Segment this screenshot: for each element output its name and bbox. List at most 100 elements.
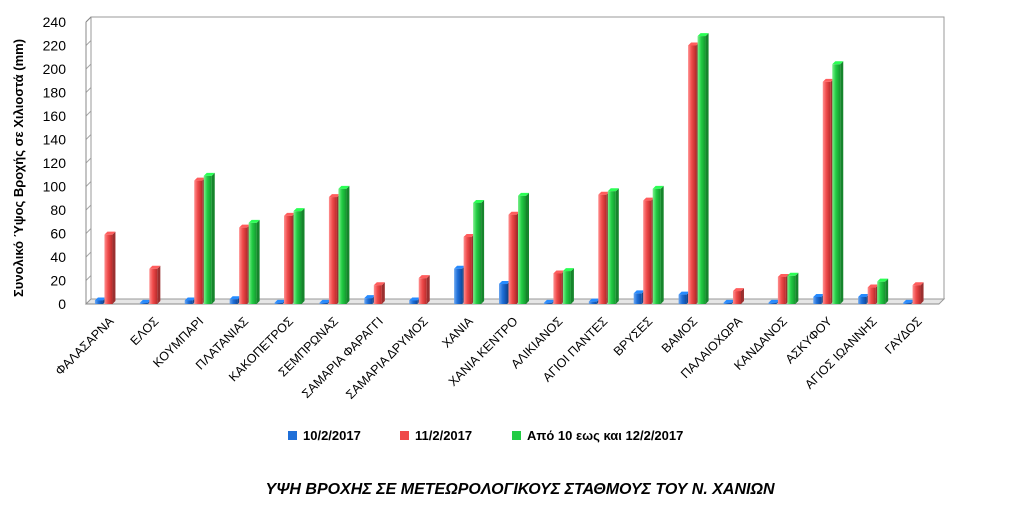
legend-label: 10/2/2017 — [303, 428, 361, 443]
bar-top — [409, 297, 421, 301]
legend-item: 10/2/2017 — [288, 428, 361, 443]
bar — [678, 291, 690, 304]
legend-label: Από 10 εως και 12/2/2017 — [527, 428, 683, 443]
bar-front — [139, 302, 148, 304]
bar-side — [615, 188, 619, 304]
bar-front — [94, 300, 103, 304]
bar-top — [293, 208, 305, 212]
bar-front — [319, 302, 328, 304]
bar-front — [867, 287, 876, 304]
bar-front — [697, 36, 706, 304]
bar — [553, 270, 565, 304]
bar-side — [211, 172, 215, 304]
bar-front — [832, 64, 841, 304]
bar-front — [588, 301, 597, 304]
y-axis-depth — [85, 16, 92, 23]
bar-top — [867, 284, 879, 288]
bar-front — [858, 296, 867, 304]
y-tick-label: 140 — [43, 132, 67, 148]
bar — [518, 192, 529, 304]
bar-side — [346, 185, 350, 304]
bar-top — [543, 299, 555, 303]
bar — [732, 288, 744, 304]
bar-top — [787, 272, 799, 276]
bar — [149, 265, 161, 304]
bar-side — [426, 275, 430, 304]
bar-top — [858, 293, 870, 297]
bar — [373, 282, 385, 304]
x-tick-label: ΣΑΜΑΡΙΑ ΔΡΥΜΟΣ — [343, 314, 431, 402]
bar-top — [643, 197, 655, 201]
bar — [454, 265, 466, 304]
bar — [822, 78, 834, 304]
x-tick-labels: ΦΑΛΑΣΑΡΝΑ ΕΛΟΣΚΟΥΜΠΑΡΙΠΛΑΤΑΝΙΑΣΚΑΚΟΠΕΤΡΟΣ… — [53, 314, 925, 402]
bar-top — [139, 299, 151, 303]
bar-top — [194, 177, 206, 181]
bar — [633, 290, 645, 304]
bar-side — [112, 231, 116, 304]
bar — [293, 208, 305, 304]
legend-item: Από 10 εως και 12/2/2017 — [512, 428, 683, 443]
bar-front — [364, 298, 373, 304]
legend-item: 11/2/2017 — [400, 428, 472, 443]
bar-front — [184, 300, 193, 304]
bar — [239, 224, 251, 304]
bar — [508, 211, 520, 304]
bar-side — [381, 282, 385, 304]
bar-side — [157, 265, 161, 304]
bar — [499, 281, 510, 304]
chart-title: ΥΨΗ ΒΡΟΧΗΣ ΣΕ ΜΕΤΕΩΡΟΛΟΓΙΚΟΥΣ ΣΤΑΘΜΟΥΣ Τ… — [265, 481, 774, 498]
x-tick-label: ΓΑΥΔΟΣ — [882, 314, 925, 357]
bar-front — [194, 180, 203, 304]
bar-top — [328, 194, 340, 198]
bar-side — [740, 288, 744, 304]
bar-front — [373, 285, 382, 304]
bar-front — [877, 281, 886, 304]
y-tick-label: 40 — [50, 249, 66, 265]
bar-top — [768, 299, 780, 303]
bar-front — [104, 234, 113, 304]
bar-top — [284, 212, 296, 216]
bar-front — [822, 81, 831, 304]
bar-top — [104, 231, 116, 235]
bar-front — [239, 227, 248, 304]
bar — [473, 199, 485, 304]
x-tick-label: ΒΡΥΣΕΣ — [611, 314, 656, 359]
bar — [203, 172, 215, 304]
bar-top — [678, 291, 690, 295]
y-axis-label: Συνολικό Ύψος Βροχής σε Χιλιοστά (mm) — [11, 39, 26, 297]
bar-front — [248, 222, 257, 304]
bar-top — [274, 299, 286, 303]
y-tick-label: 200 — [43, 61, 67, 77]
bar-top — [633, 290, 645, 294]
bar — [643, 197, 655, 304]
bar-top — [463, 234, 475, 238]
bar — [688, 42, 700, 304]
legend-swatch — [288, 431, 297, 440]
bar-top — [203, 172, 215, 176]
bar — [652, 185, 664, 304]
y-tick-labels: 0 20 40 60 80 100 120 140 160 180 200 220 240 — [43, 14, 67, 312]
bar-top — [418, 275, 430, 279]
bar — [598, 191, 610, 304]
bar-side — [256, 219, 260, 304]
bar-top — [877, 278, 889, 282]
bar-front — [518, 195, 526, 304]
bar-top — [184, 297, 196, 301]
bar-top — [373, 282, 385, 286]
bar-front — [454, 268, 463, 304]
bar-side — [660, 185, 664, 304]
bar — [832, 61, 844, 304]
bar-front — [499, 284, 507, 304]
bar-front — [229, 299, 238, 304]
bar-top — [777, 273, 789, 277]
bar-side — [301, 208, 305, 304]
y-tick-label: 20 — [50, 273, 66, 289]
bar — [562, 268, 574, 304]
bar-side — [481, 199, 485, 304]
bar-top — [473, 199, 485, 203]
bar-front — [688, 45, 697, 304]
bar-front — [678, 294, 687, 304]
bar-front — [643, 200, 652, 304]
